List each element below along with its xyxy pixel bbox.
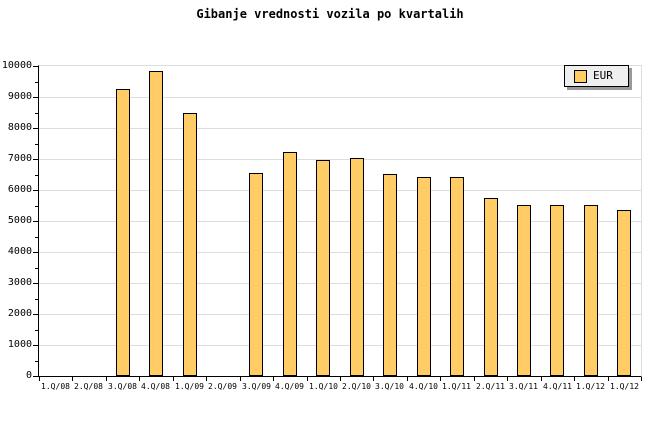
x-axis-label-9-2-q-10: 2.Q/10: [342, 382, 371, 391]
bar-4-q-10: [417, 177, 431, 376]
x-tick-10: [373, 377, 374, 381]
x-tick-7: [273, 377, 274, 381]
x-tick-15: [541, 377, 542, 381]
gridline-6000: [39, 190, 641, 191]
x-tick-2: [106, 377, 107, 381]
x-tick-11: [407, 377, 408, 381]
legend-label-eur: EUR: [593, 69, 613, 82]
x-axis-label-2-3-q-08: 3.Q/08: [108, 382, 137, 391]
bar-1-q-12: [617, 210, 631, 376]
bar-4-q-09: [283, 152, 297, 376]
bar-3-q-09: [249, 173, 263, 376]
x-axis-label-13-2-q-11: 2.Q/11: [476, 382, 505, 391]
gridline-4000: [39, 252, 641, 253]
bar-4-q-08: [149, 71, 163, 376]
bar-2-q-11: [484, 198, 498, 376]
y-axis-label-10000: 10000: [1, 60, 32, 71]
x-tick-6: [240, 377, 241, 381]
y-minor-tick-500: [35, 361, 38, 362]
x-axis-label-15-4-q-11: 4.Q/11: [543, 382, 572, 391]
bar-3-q-08: [116, 89, 130, 376]
y-minor-tick-6500: [35, 175, 38, 176]
x-axis-label-12-1-q-11: 1.Q/11: [442, 382, 471, 391]
y-major-tick-10000: [33, 66, 38, 67]
x-tick-16: [574, 377, 575, 381]
y-axis-label-4000: 4000: [7, 246, 32, 257]
y-minor-tick-2500: [35, 299, 38, 300]
gridline-2000: [39, 314, 641, 315]
y-axis-label-1000: 1000: [7, 339, 32, 350]
x-tick-18: [641, 377, 642, 381]
x-tick-9: [340, 377, 341, 381]
x-tick-1: [72, 377, 73, 381]
bar-1-q-12: [584, 205, 598, 376]
y-major-tick-4000: [33, 252, 38, 253]
bar-4-q-11: [550, 205, 564, 376]
y-axis-label-7000: 7000: [7, 153, 32, 164]
y-axis-label-9000: 9000: [7, 91, 32, 102]
y-major-tick-5000: [33, 221, 38, 222]
y-major-tick-3000: [33, 283, 38, 284]
gridline-7000: [39, 159, 641, 160]
bar-3-q-11: [517, 205, 531, 376]
bar-3-q-10: [383, 174, 397, 376]
y-minor-tick-8500: [35, 113, 38, 114]
bar-2-q-10: [350, 158, 364, 376]
x-tick-3: [139, 377, 140, 381]
x-tick-13: [474, 377, 475, 381]
x-tick-8: [307, 377, 308, 381]
x-axis-label-0-1-q-08: 1.Q/08: [41, 382, 70, 391]
y-axis-label-2000: 2000: [7, 308, 32, 319]
y-axis-label-8000: 8000: [7, 122, 32, 133]
gridline-1000: [39, 345, 641, 346]
y-major-tick-1000: [33, 345, 38, 346]
plot-area: EUR: [38, 65, 642, 377]
y-major-tick-9000: [33, 97, 38, 98]
x-axis-label-14-3-q-11: 3.Q/11: [509, 382, 538, 391]
y-minor-tick-7500: [35, 144, 38, 145]
x-axis-label-16-1-q-12: 1.Q/12: [576, 382, 605, 391]
gridline-9000: [39, 97, 641, 98]
gridline-3000: [39, 283, 641, 284]
x-tick-17: [608, 377, 609, 381]
y-axis-label-3000: 3000: [7, 277, 32, 288]
x-axis-label-11-4-q-10: 4.Q/10: [409, 382, 438, 391]
gridline-5000: [39, 221, 641, 222]
x-axis-label-1-2-q-08: 2.Q/08: [74, 382, 103, 391]
y-major-tick-0: [33, 376, 38, 377]
bar-1-q-09: [183, 113, 197, 376]
y-major-tick-2000: [33, 314, 38, 315]
y-axis-label-0: 0: [25, 370, 32, 381]
bar-1-q-10: [316, 160, 330, 376]
y-axis-label-6000: 6000: [7, 184, 32, 195]
x-axis-label-8-1-q-10: 1.Q/10: [309, 382, 338, 391]
legend-swatch-eur: [574, 69, 587, 83]
y-major-tick-6000: [33, 190, 38, 191]
x-tick-5: [206, 377, 207, 381]
chart-title: Gibanje vrednosti vozila po kvartalih: [196, 7, 464, 21]
legend: EUR: [564, 65, 629, 87]
gridline-8000: [39, 128, 641, 129]
x-tick-12: [440, 377, 441, 381]
y-minor-tick-1500: [35, 330, 38, 331]
y-major-tick-8000: [33, 128, 38, 129]
x-axis-label-6-3-q-09: 3.Q/09: [242, 382, 271, 391]
y-axis-label-5000: 5000: [7, 215, 32, 226]
y-minor-tick-3500: [35, 268, 38, 269]
x-axis-label-7-4-q-09: 4.Q/09: [275, 382, 304, 391]
y-minor-tick-9500: [35, 82, 38, 83]
x-axis-label-17-1-q-12: 1.Q/12: [610, 382, 639, 391]
x-axis-label-3-4-q-08: 4.Q/08: [141, 382, 170, 391]
y-minor-tick-4500: [35, 237, 38, 238]
x-tick-14: [507, 377, 508, 381]
x-axis-label-5-2-q-09: 2.Q/09: [208, 382, 237, 391]
x-tick-4: [173, 377, 174, 381]
x-axis-label-4-1-q-09: 1.Q/09: [175, 382, 204, 391]
x-axis-label-10-3-q-10: 3.Q/10: [375, 382, 404, 391]
x-tick-0: [39, 377, 40, 381]
y-major-tick-7000: [33, 159, 38, 160]
bar-1-q-11: [450, 177, 464, 376]
y-minor-tick-5500: [35, 206, 38, 207]
